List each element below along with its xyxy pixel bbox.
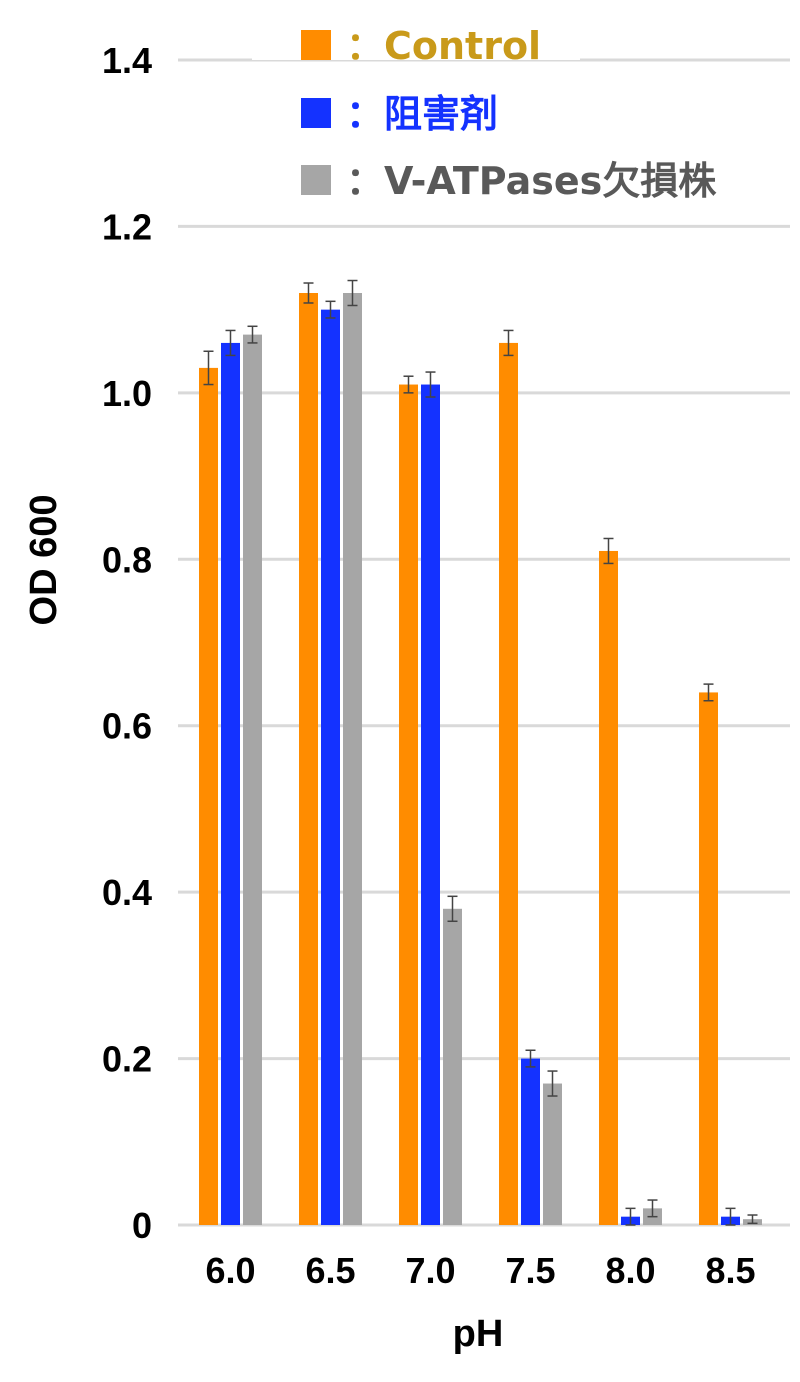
bar — [699, 692, 718, 1225]
x-axis-label: pH — [453, 1313, 504, 1355]
y-tick-label: 1.4 — [102, 40, 152, 81]
x-tick-label: 6.0 — [205, 1250, 255, 1291]
error-bars — [203, 279, 758, 1226]
y-tick-label: 1.0 — [102, 373, 152, 414]
bar — [299, 293, 318, 1225]
x-tick-label: 7.5 — [505, 1250, 555, 1291]
legend-swatch — [301, 30, 331, 60]
y-tick-label: 1.2 — [102, 206, 152, 247]
y-tick-label: 0.4 — [102, 872, 152, 913]
x-tick-label: 6.5 — [305, 1250, 355, 1291]
gridlines — [178, 58, 790, 1227]
bars — [199, 293, 762, 1226]
bar — [499, 342, 518, 1225]
x-axis-ticks: 6.0 6.5 7.0 7.5 8.0 8.5 — [205, 1250, 755, 1291]
legend-label: ：V-ATPases欠損株 — [346, 159, 717, 203]
y-tick-label: 0.2 — [102, 1039, 152, 1080]
bar — [199, 367, 218, 1226]
legend: ：Control ：阻害剤 ：V-ATPases欠損株 — [252, 18, 717, 203]
legend-swatch — [301, 165, 331, 195]
bar — [399, 384, 418, 1225]
bar — [421, 384, 440, 1225]
bar — [543, 1083, 562, 1225]
bar — [221, 342, 240, 1225]
x-tick-label: 8.0 — [605, 1250, 655, 1291]
bar — [521, 1058, 540, 1225]
bar — [443, 908, 462, 1225]
legend-label: ：Control — [346, 24, 541, 68]
y-tick-label: 0 — [132, 1205, 152, 1246]
legend-swatch — [301, 98, 331, 128]
y-tick-label: 0.6 — [102, 706, 152, 747]
y-axis-label: OD 600 — [23, 495, 65, 626]
bar — [599, 550, 618, 1225]
y-axis-ticks: 0 0.2 0.4 0.6 0.8 1.0 1.2 1.4 — [102, 40, 152, 1246]
bar — [321, 309, 340, 1226]
bar — [343, 293, 362, 1225]
legend-label: ：阻害剤 — [346, 92, 498, 136]
y-tick-label: 0.8 — [102, 539, 152, 580]
x-tick-label: 7.0 — [405, 1250, 455, 1291]
x-tick-label: 8.5 — [705, 1250, 755, 1291]
bar — [243, 334, 262, 1225]
